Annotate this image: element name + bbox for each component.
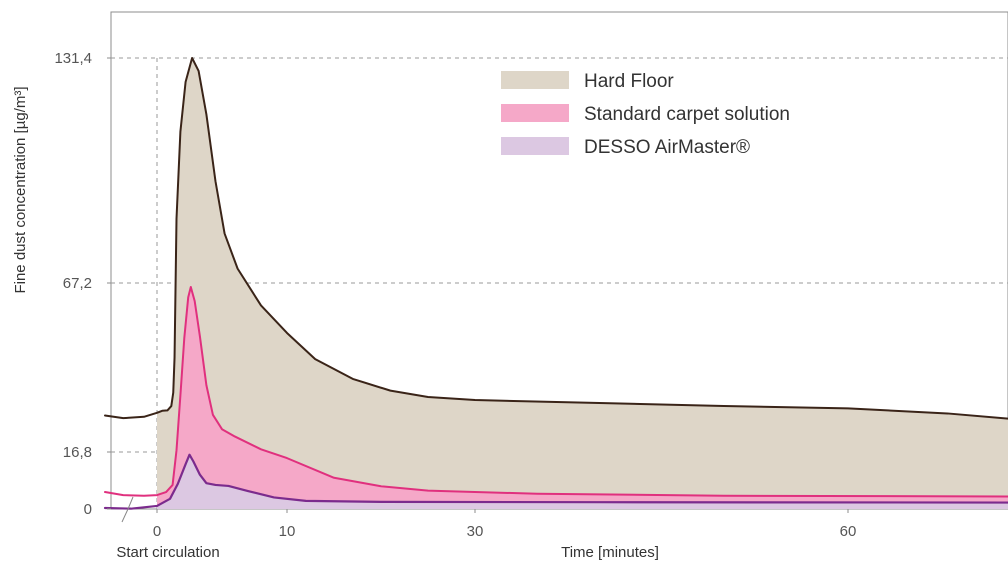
y-tick-label-0: 0 xyxy=(84,501,92,518)
y-tick-label-16-8: 16,8 xyxy=(63,444,92,461)
x-axis-label: Time [minutes] xyxy=(561,544,659,561)
y-tick-label-67-2: 67,2 xyxy=(63,275,92,292)
legend-label-standard-carpet: Standard carpet solution xyxy=(584,104,790,125)
x-tick-label-0: 0 xyxy=(153,523,161,540)
axis-break-marker xyxy=(121,496,134,523)
desso-airmaster-line xyxy=(103,453,1008,510)
x-axis-start-label: Start circulation xyxy=(116,544,219,561)
x-tick-label-30: 30 xyxy=(467,523,484,540)
y-tick-label-131-4: 131,4 xyxy=(54,50,92,67)
standard-carpet-line xyxy=(104,286,1008,498)
lines-layer xyxy=(103,57,1008,510)
legend-label-hard-floor: Hard Floor xyxy=(584,71,674,92)
legend-swatch-desso-airmaster xyxy=(501,137,569,155)
legend: Hard Floor Standard carpet solution DESS… xyxy=(501,71,790,158)
y-axis-label: Fine dust concentration [µg/m³] xyxy=(12,86,29,293)
ticks-layer: 0 10 30 60 0 16,8 67,2 131,4 xyxy=(54,50,856,540)
x-tick-label-10: 10 xyxy=(279,523,296,540)
legend-label-desso-airmaster: DESSO AirMaster® xyxy=(584,137,750,158)
hard-floor-line xyxy=(104,57,1008,420)
legend-swatch-standard-carpet xyxy=(501,104,569,122)
x-tick-label-60: 60 xyxy=(840,523,857,540)
hard-floor-area xyxy=(157,58,1008,509)
standard-carpet-area xyxy=(157,287,1008,509)
legend-swatch-hard-floor xyxy=(501,71,569,89)
